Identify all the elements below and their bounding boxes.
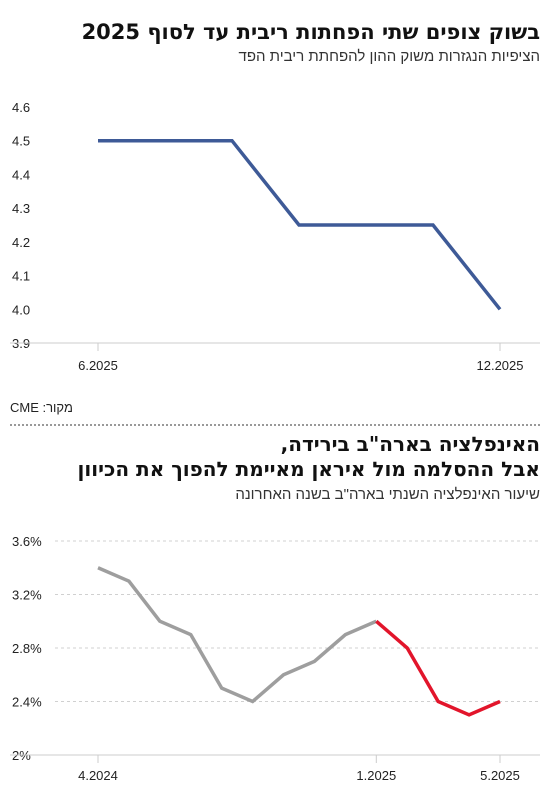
chart1-y-tick-label: 4.4 bbox=[12, 167, 30, 182]
chart2-subtitle: שיעור האינפלציה השנתי בארה"ב בשנה האחרונ… bbox=[235, 486, 540, 503]
chart1-plot: 3.94.04.14.24.34.44.54.66.2025 12.2025 bbox=[10, 100, 540, 373]
chart1-y-tick-label: 4.0 bbox=[12, 302, 30, 317]
chart2-x-tick-label: 5.2025 bbox=[480, 768, 520, 783]
chart2-series-gray-line bbox=[97, 566, 378, 704]
chart1-title: בשוק צופים שתי הפחתות ריבית עד לסוף 2025 bbox=[81, 20, 540, 44]
chart1-y-tick-label: 4.2 bbox=[12, 235, 30, 250]
chart2-y-tick-label: 2.8% bbox=[12, 641, 42, 656]
chart1-y-tick-label: 4.5 bbox=[12, 134, 30, 149]
chart1-x-tick-label: 6.2025 bbox=[78, 358, 118, 373]
chart1-series-line bbox=[98, 138, 502, 311]
source-note: מקור: CME bbox=[10, 400, 73, 415]
chart2-title: האינפלציה בארה"ב בירידה, אבל ההסלמה מול … bbox=[0, 432, 540, 482]
chart2-plot: 2%2.4%2.8%3.2%3.6%4.2024 1.2025 5.2025 bbox=[10, 534, 540, 783]
chart1-y-tick-label: 4.3 bbox=[12, 201, 30, 216]
chart2-title-line2: אבל ההסלמה מול איראן מאיימת להפוך את הכי… bbox=[77, 457, 540, 481]
chart1-y-tick-label: 4.6 bbox=[12, 100, 30, 115]
chart2-x-tick-label: 4.2024 bbox=[78, 768, 118, 783]
chart1-x-tick-label: 12.2025 bbox=[477, 358, 524, 373]
chart2-y-tick-label: 3.6% bbox=[12, 534, 42, 549]
chart1-subtitle: הציפיות הנגזרות משוק ההון להפחתת ריבית ה… bbox=[238, 48, 540, 65]
chart2-y-tick-label: 3.2% bbox=[12, 588, 42, 603]
chart2-x-tick-label: 1.2025 bbox=[356, 768, 396, 783]
chart2-y-tick-label: 2.4% bbox=[12, 695, 42, 710]
chart1-y-tick-label: 4.1 bbox=[12, 269, 30, 284]
chart2-series-red-line bbox=[375, 619, 501, 717]
chart2-title-line1: האינפלציה בארה"ב בירידה, bbox=[280, 432, 540, 456]
section-divider bbox=[10, 424, 540, 426]
